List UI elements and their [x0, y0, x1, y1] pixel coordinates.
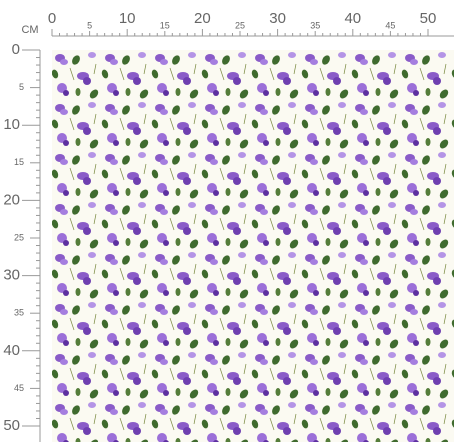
top-ruler-label: 25: [235, 20, 245, 30]
unit-label: CM: [21, 24, 38, 36]
left-ruler-label: 15: [14, 157, 24, 167]
top-ruler-label: 20: [194, 10, 211, 27]
top-ruler-label: 35: [310, 20, 320, 30]
top-ruler-label: 50: [420, 10, 437, 27]
top-ruler-label: 5: [87, 20, 92, 30]
top-ruler-label: 10: [119, 10, 136, 27]
left-ruler-label: 45: [14, 383, 24, 393]
left-ruler-label: 30: [3, 267, 20, 284]
left-ruler-label: 25: [14, 232, 24, 242]
left-ruler-label: 50: [3, 417, 20, 434]
left-ruler-label: 35: [14, 308, 24, 318]
fabric-pattern: [52, 50, 454, 442]
left-ruler-label: 10: [3, 116, 20, 133]
left-ruler-label: 5: [19, 82, 24, 92]
left-ruler-label: 20: [3, 191, 20, 208]
top-ruler-label: 15: [160, 20, 170, 30]
top-ruler-label: 40: [344, 10, 361, 27]
top-ruler-label: 30: [269, 10, 286, 27]
top-ruler-label: 0: [48, 10, 56, 27]
top-ruler-label: 45: [385, 20, 395, 30]
left-ruler-label: 40: [3, 342, 20, 359]
left-ruler-label: 0: [12, 41, 20, 58]
